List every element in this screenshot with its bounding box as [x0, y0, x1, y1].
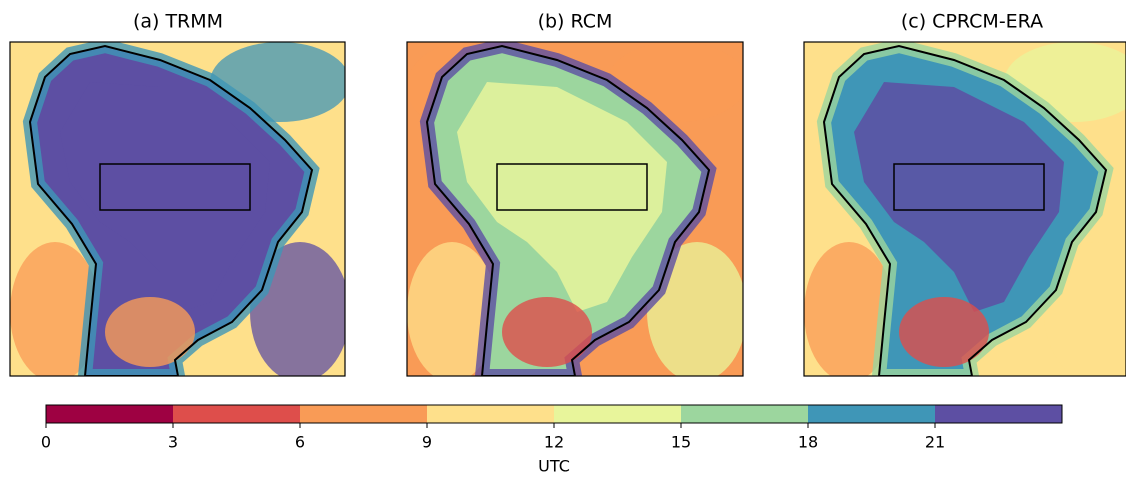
- colorbar-tick-label: 18: [798, 433, 818, 452]
- study-box: [496, 163, 648, 211]
- map-panel: [10, 42, 345, 376]
- colorbar-segment: [935, 405, 1062, 423]
- south-patch: [502, 297, 592, 367]
- colorbar-segment: [300, 405, 427, 423]
- land-core: [60, 82, 270, 312]
- colorbar-segment: [173, 405, 300, 423]
- field-patch: [10, 242, 100, 376]
- coastline: [28, 44, 314, 376]
- colorbar-label: UTC: [538, 457, 570, 476]
- map-panel: [804, 42, 1126, 376]
- colorbar-tick-label: 15: [671, 433, 691, 452]
- colorbar-tick-label: 9: [422, 433, 432, 452]
- panel-frame: [9, 41, 346, 377]
- colorbar-tick-label: 0: [41, 433, 51, 452]
- land-core: [854, 82, 1064, 312]
- coastline: [822, 44, 1108, 376]
- south-patch: [899, 297, 989, 367]
- study-box: [99, 163, 251, 211]
- colorbar-tick-label: 21: [925, 433, 945, 452]
- colorbar-tick-label: 3: [168, 433, 178, 452]
- colorbar-tick-label: 6: [295, 433, 305, 452]
- coastline: [425, 44, 711, 376]
- colorbar-segment: [46, 405, 173, 423]
- field-patch: [407, 242, 497, 376]
- panel-frame: [406, 41, 744, 377]
- colorbar-segment: [808, 405, 935, 423]
- panel-title: (c) CPRCM-ERA: [901, 11, 1043, 33]
- panel-title: (a) TRMM: [133, 11, 223, 33]
- panel-title: (b) RCM: [538, 11, 613, 33]
- colorbar-tick-label: 12: [544, 433, 564, 452]
- study-box: [893, 163, 1045, 211]
- map-panel: [407, 42, 743, 376]
- colorbar-segment: [554, 405, 681, 423]
- south-patch: [105, 297, 195, 367]
- colorbar-segment: [427, 405, 554, 423]
- land-core: [457, 82, 667, 312]
- panel-frame: [803, 41, 1126, 377]
- colorbar-segment: [681, 405, 808, 423]
- field-patch: [804, 242, 894, 376]
